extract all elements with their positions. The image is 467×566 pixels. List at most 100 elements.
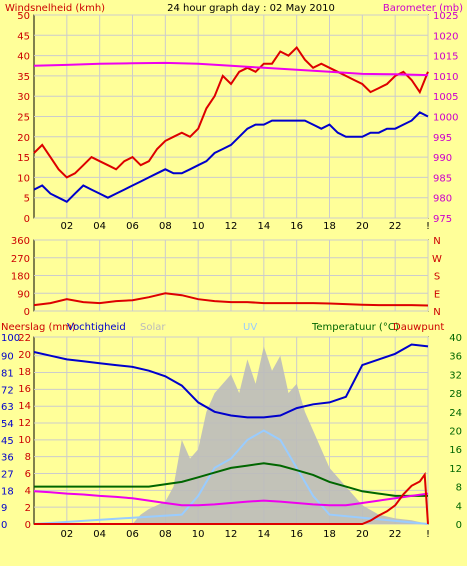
barometer-y-tick: 985 <box>433 173 452 184</box>
barometer-y-tick: 990 <box>433 153 452 164</box>
direction-y-tick: 180 <box>11 272 30 283</box>
humidity-y-tick: 72 <box>1 385 14 396</box>
chart-title: 24 hour graph day : 02 May 2010 <box>167 3 335 14</box>
rain-y-tick: 0 <box>25 520 31 531</box>
direction-y-tick: 270 <box>11 254 30 265</box>
solar-area <box>34 346 428 524</box>
legend-solar: Solar <box>140 322 166 333</box>
temperature-y-tick: 28 <box>449 389 462 400</box>
rain-y-tick: 14 <box>18 401 31 412</box>
wind-y-tick: 50 <box>17 11 30 22</box>
neerslag-mm-line <box>34 471 429 525</box>
wind-direction-line <box>33 292 429 307</box>
legend-uv: UV <box>243 322 257 333</box>
wind-x-tick: ! <box>426 221 430 232</box>
barometer-y-tick: 995 <box>433 133 452 144</box>
wind-x-tick: 20 <box>356 221 369 232</box>
wind-y-tick: 35 <box>17 72 30 83</box>
climate-x-tick: 08 <box>159 529 172 540</box>
compass-tick: E <box>434 289 440 300</box>
compass-tick: S <box>434 272 440 283</box>
barometer-y-tick: 1020 <box>433 31 458 42</box>
climate-x-tick: 12 <box>225 529 238 540</box>
rain-y-tick: 18 <box>18 367 31 378</box>
barometer-y-tick: 1000 <box>433 113 458 124</box>
temperature-y-tick: 8 <box>456 483 462 494</box>
wind-y-tick: 0 <box>24 214 30 225</box>
rain-y-tick: 10 <box>18 435 31 446</box>
temperature-y-tick: 24 <box>449 408 462 419</box>
climate-x-tick: 18 <box>323 529 336 540</box>
humidity-y-tick: 18 <box>1 486 14 497</box>
rain-y-tick: 22 <box>18 333 31 344</box>
humidity-y-tick: 90 <box>1 352 14 363</box>
humidity-temperature-panel: 0918273645546372819010002468101214161820… <box>1 333 462 540</box>
wind-barometer-panel: 0510152025303540455097598098599099510001… <box>17 11 458 232</box>
wind-y-tick: 30 <box>17 92 30 103</box>
rain-y-tick: 8 <box>25 452 31 463</box>
legend-neerslag: Neerslag (mm) <box>1 322 76 333</box>
direction-y-tick: 90 <box>17 289 30 300</box>
direction-y-tick: 360 <box>11 236 30 247</box>
wind-gust-line <box>33 111 429 204</box>
humidity-y-tick: 9 <box>1 503 7 514</box>
temperature-y-tick: 40 <box>449 333 462 344</box>
temperature-y-tick: 0 <box>456 520 462 531</box>
wind-x-tick: 02 <box>60 221 73 232</box>
uv-line <box>33 429 429 525</box>
direction-y-tick: 0 <box>24 307 30 318</box>
climate-x-tick: 10 <box>192 529 205 540</box>
temperature-y-tick: 20 <box>449 427 462 438</box>
wind-x-tick: 22 <box>389 221 402 232</box>
barometer-y-tick: 975 <box>433 214 452 225</box>
climate-x-tick: 02 <box>60 529 73 540</box>
climate-x-tick: 06 <box>126 529 139 540</box>
humidity-y-tick: 81 <box>1 369 14 380</box>
humidity-y-tick: 100 <box>1 333 20 344</box>
wind-y-tick: 5 <box>24 194 30 205</box>
humidity-y-tick: 45 <box>1 436 14 447</box>
wind-y-tick: 15 <box>17 153 30 164</box>
humidity-y-tick: 54 <box>1 419 14 430</box>
rain-y-tick: 2 <box>25 503 31 514</box>
dauwpunt-line <box>33 490 429 507</box>
rain-y-tick: 16 <box>18 384 31 395</box>
climate-x-tick: 16 <box>290 529 303 540</box>
barometer-line <box>33 61 429 77</box>
climate-x-tick: 14 <box>257 529 270 540</box>
compass-tick: N <box>433 236 440 247</box>
climate-x-tick: 04 <box>93 529 106 540</box>
barometer-y-tick: 1025 <box>433 11 458 22</box>
wind-speed-line <box>33 45 429 179</box>
barometer-y-tick: 980 <box>433 194 452 205</box>
wind-y-tick: 10 <box>17 173 30 184</box>
climate-x-tick: ! <box>426 529 430 540</box>
compass-tick: W <box>432 254 442 265</box>
barometer-axis-label: Barometer (mb) <box>383 3 463 14</box>
wind-x-tick: 10 <box>192 221 205 232</box>
barometer-y-tick: 1015 <box>433 52 458 63</box>
temperature-y-tick: 32 <box>449 370 462 381</box>
climate-x-tick: 20 <box>356 529 369 540</box>
legend-vochtigheid: Vochtigheid <box>67 322 126 333</box>
wind-y-tick: 25 <box>17 113 30 124</box>
wind-axis-label: Windsnelheid (kmh) <box>5 3 105 14</box>
wind-y-tick: 20 <box>17 133 30 144</box>
temperature-y-tick: 36 <box>449 352 462 363</box>
wind-x-tick: 16 <box>290 221 303 232</box>
barometer-y-tick: 1010 <box>433 72 458 83</box>
temperature-y-tick: 4 <box>456 501 462 512</box>
wind-x-tick: 14 <box>257 221 270 232</box>
wind-x-tick: 04 <box>93 221 106 232</box>
barometer-y-tick: 1005 <box>433 92 458 103</box>
wind-x-tick: 12 <box>225 221 238 232</box>
wind-x-tick: 18 <box>323 221 336 232</box>
wind-y-tick: 40 <box>17 52 30 63</box>
temperature-y-tick: 12 <box>449 464 462 475</box>
vochtigheid-line <box>33 343 429 419</box>
compass-tick: N <box>433 307 440 318</box>
wind-y-tick: 45 <box>17 31 30 42</box>
humidity-y-tick: 36 <box>1 453 14 464</box>
wind-x-tick: 08 <box>159 221 172 232</box>
